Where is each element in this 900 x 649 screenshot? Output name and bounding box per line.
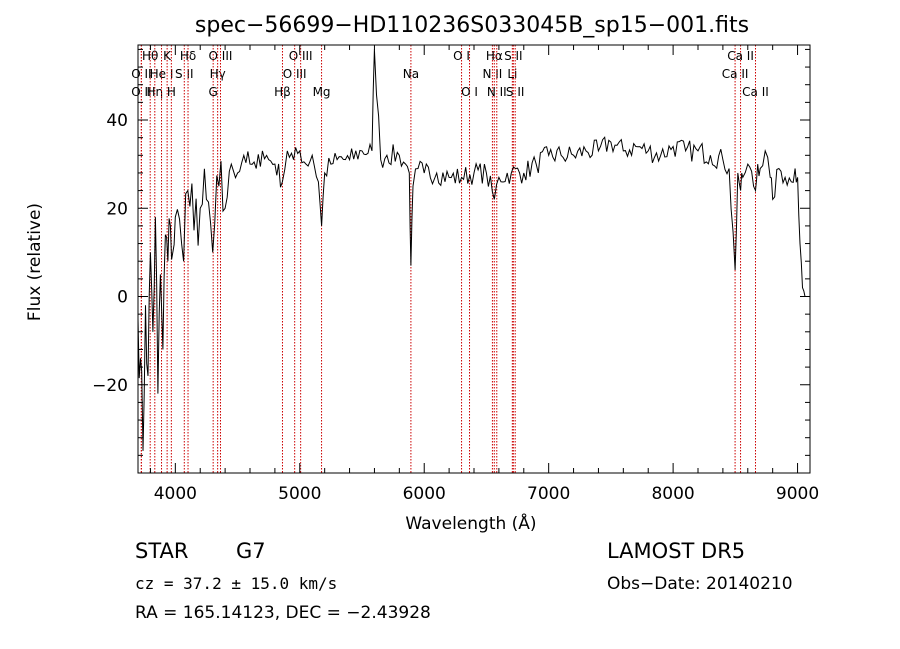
y-axis: −20 0 20 40 bbox=[92, 48, 810, 474]
line-marker-label: He I bbox=[150, 67, 174, 81]
plot-frame bbox=[137, 44, 811, 474]
line-marker-label: S II bbox=[175, 67, 194, 81]
x-axis: 4000 5000 6000 7000 8000 9000 bbox=[149, 45, 819, 504]
object-class: STAR bbox=[135, 539, 189, 563]
line-marker-label: O III bbox=[283, 67, 307, 81]
x-tick-label: 5000 bbox=[278, 484, 321, 504]
line-marker-label: Mg bbox=[313, 85, 331, 99]
line-marker-label: Hγ bbox=[210, 67, 226, 81]
line-marker-label: O III bbox=[209, 49, 233, 63]
redshift-cz: cz = 37.2 ± 15.0 km/s bbox=[135, 574, 338, 593]
line-marker-label: H bbox=[167, 85, 176, 99]
y-tick-label: 20 bbox=[106, 199, 128, 219]
x-tick-label: 9000 bbox=[776, 484, 819, 504]
x-tick-label: 7000 bbox=[527, 484, 570, 504]
line-marker-label: O I bbox=[461, 85, 478, 99]
y-tick-label: −20 bbox=[92, 376, 128, 396]
x-axis-label: Wavelength (Å) bbox=[405, 512, 536, 534]
chart-title: spec−56699−HD110236S033045B_sp15−001.fit… bbox=[195, 13, 749, 38]
y-tick-label: 0 bbox=[117, 288, 128, 308]
line-marker-label: Hα bbox=[486, 49, 503, 63]
line-marker-label: S II bbox=[504, 49, 523, 63]
x-tick-label: 6000 bbox=[403, 484, 446, 504]
line-marker-label: O I bbox=[453, 49, 470, 63]
object-subclass: G7 bbox=[236, 539, 266, 563]
x-tick-label: 8000 bbox=[651, 484, 694, 504]
y-tick-label: 40 bbox=[106, 111, 128, 131]
line-marker-label: N II bbox=[487, 85, 507, 99]
line-marker-label: O III bbox=[289, 49, 313, 63]
line-marker-label: Hη bbox=[146, 85, 163, 99]
spectrum-series-line bbox=[137, 49, 806, 451]
line-marker-label: Hθ bbox=[142, 49, 158, 63]
line-marker-label: S II bbox=[506, 85, 525, 99]
line-marker-label: O II bbox=[131, 67, 151, 81]
line-marker-label: O II bbox=[131, 85, 151, 99]
line-marker-label: N II bbox=[482, 67, 502, 81]
line-marker-label: G bbox=[209, 85, 218, 99]
line-marker-label: Na bbox=[403, 67, 419, 81]
line-marker-label: Hβ bbox=[274, 85, 291, 99]
observation-date: Obs−Date: 20140210 bbox=[607, 574, 793, 594]
line-marker-label: Ca II bbox=[722, 67, 749, 81]
line-marker-label: Ca II bbox=[742, 85, 769, 99]
line-marker-label: Li bbox=[507, 67, 517, 81]
survey-name: LAMOST DR5 bbox=[607, 539, 746, 563]
line-marker-label: Ca II bbox=[727, 49, 754, 63]
y-axis-label: Flux (relative) bbox=[25, 203, 45, 321]
x-tick-label: 4000 bbox=[154, 484, 197, 504]
line-marker-label: Hδ bbox=[180, 49, 196, 63]
line-marker-label: K bbox=[163, 49, 172, 63]
ra-dec: RA = 165.14123, DEC = −2.43928 bbox=[135, 603, 431, 623]
